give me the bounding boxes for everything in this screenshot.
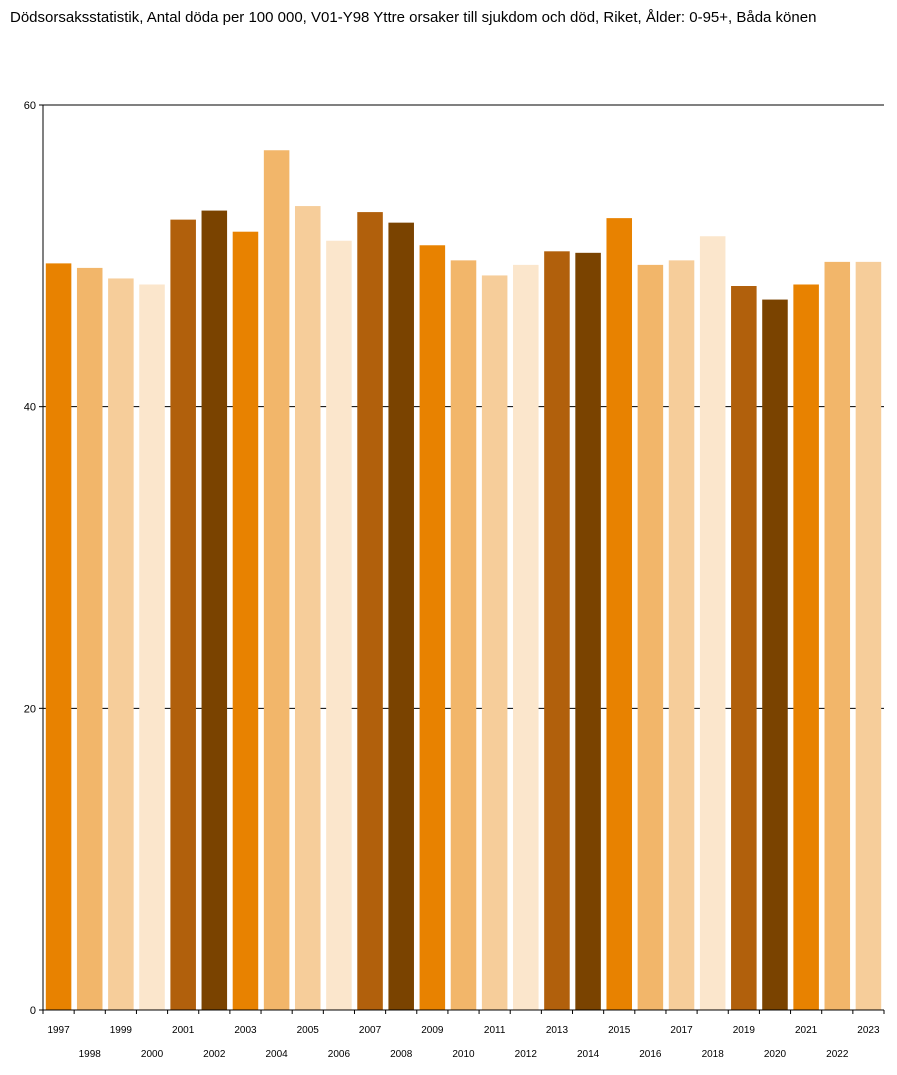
bar-2012	[513, 264, 539, 1010]
x-tick-label-2009: 2009	[421, 1025, 444, 1036]
y-tick-label-60: 60	[24, 100, 36, 112]
x-tick-label-2020: 2020	[764, 1049, 787, 1060]
bar-2005	[294, 206, 321, 1010]
axis-labels: 0 20 40 60 1997 1998 1999 2000 2001 2002 2003 2004 2…	[24, 100, 880, 1060]
bar-2017	[668, 260, 695, 1010]
y-tick-label-20: 20	[24, 703, 36, 715]
x-tick-label-2010: 2010	[452, 1049, 475, 1060]
bar-2006	[326, 240, 352, 1010]
bar-2020	[762, 299, 788, 1010]
bar-2019	[731, 286, 757, 1010]
x-tick-label-2008: 2008	[390, 1049, 413, 1060]
bar-2011	[481, 275, 508, 1010]
x-tick-label-2023: 2023	[857, 1025, 880, 1036]
x-tick-label-2012: 2012	[515, 1049, 538, 1060]
x-tick-label-2022: 2022	[826, 1049, 849, 1060]
bar-2001	[170, 219, 196, 1010]
axes	[39, 104, 885, 1014]
y-tick-label-40: 40	[24, 402, 36, 414]
bar-2003	[232, 231, 259, 1010]
y-tick-label-0: 0	[30, 1005, 36, 1017]
bars	[45, 150, 882, 1011]
bar-2002	[201, 210, 228, 1010]
x-tick-label-2011: 2011	[484, 1025, 506, 1036]
x-tick-label-2001: 2001	[172, 1025, 195, 1036]
x-tick-label-2005: 2005	[297, 1025, 320, 1036]
bar-2022	[824, 261, 851, 1010]
x-tick-label-2017: 2017	[670, 1025, 693, 1036]
bar-2015	[606, 218, 633, 1011]
x-tick-label-1998: 1998	[79, 1049, 102, 1060]
x-tick-label-2003: 2003	[234, 1025, 257, 1036]
bar-2007	[357, 212, 383, 1011]
x-tick-label-2007: 2007	[359, 1025, 382, 1036]
x-tick-label-2021: 2021	[795, 1025, 818, 1036]
x-tick-label-2002: 2002	[203, 1049, 226, 1060]
bar-1997	[45, 263, 72, 1011]
x-tick-label-2014: 2014	[577, 1049, 600, 1060]
bar-2004	[263, 150, 290, 1010]
x-tick-label-1997: 1997	[47, 1025, 70, 1036]
bar-2009	[419, 245, 446, 1010]
bar-2010	[450, 260, 477, 1010]
chart-title: Dödsorsaksstatistik, Antal döda per 100 …	[10, 9, 817, 26]
bar-1998	[76, 267, 103, 1010]
bar-2000	[139, 284, 165, 1010]
bar-2021	[793, 284, 819, 1010]
bar-2023	[855, 261, 882, 1010]
bar-2016	[637, 264, 664, 1010]
bar-2014	[575, 252, 601, 1010]
bar-1999	[108, 278, 134, 1011]
x-tick-label-2006: 2006	[328, 1049, 351, 1060]
bar-2008	[388, 222, 414, 1010]
x-tick-label-2015: 2015	[608, 1025, 631, 1036]
x-tick-label-2016: 2016	[639, 1049, 662, 1060]
x-tick-label-2013: 2013	[546, 1025, 569, 1036]
x-tick-label-2018: 2018	[702, 1049, 725, 1060]
x-tick-label-1999: 1999	[110, 1025, 133, 1036]
x-tick-label-2000: 2000	[141, 1049, 164, 1060]
bar-2018	[699, 236, 726, 1011]
x-tick-label-2004: 2004	[265, 1049, 288, 1060]
x-tick-label-2019: 2019	[733, 1025, 756, 1036]
bar-2013	[544, 251, 570, 1010]
